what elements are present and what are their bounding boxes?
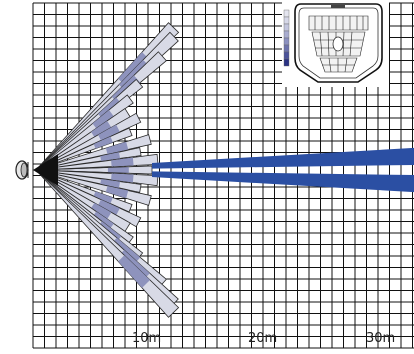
wide-angle-beam-accent [98,124,120,141]
wide-angle-beam-accent [100,178,121,188]
distance-label-20m: 20m [248,331,278,346]
long-range-beams [33,147,414,193]
long-range-beam [152,147,414,169]
wide-angle-beam-accent [92,109,114,129]
distance-label-10m: 10m [132,331,162,346]
wide-angle-beam-accent [107,166,129,174]
wide-angle-beam-accent [105,185,129,199]
wide-angle-beam-accent [93,136,113,149]
wide-angle-zone-beams [35,22,180,318]
sensor-icon [15,160,29,180]
distance-label-30m: 30m [366,331,396,346]
wide-angle-beam-accent [98,97,122,119]
mirror-preview-icon [282,0,389,87]
wide-angle-beam-accent [118,255,151,288]
wide-angle-beam-accent [91,202,112,220]
wide-angle-beam-accent [92,211,114,231]
wide-angle-beam-accent [111,173,134,183]
wide-angle-beam-accent [100,152,121,162]
wide-angle-beam-accent [91,120,112,138]
long-range-beam [152,171,414,193]
wide-angle-beam-accent [93,191,113,204]
wide-angle-beam-accent [118,52,151,85]
wide-angle-beam-accent [111,157,134,167]
wide-angle-beam-accent [98,199,120,216]
wide-angle-beam-accent [105,141,129,155]
beam-origin-fan [33,154,58,186]
